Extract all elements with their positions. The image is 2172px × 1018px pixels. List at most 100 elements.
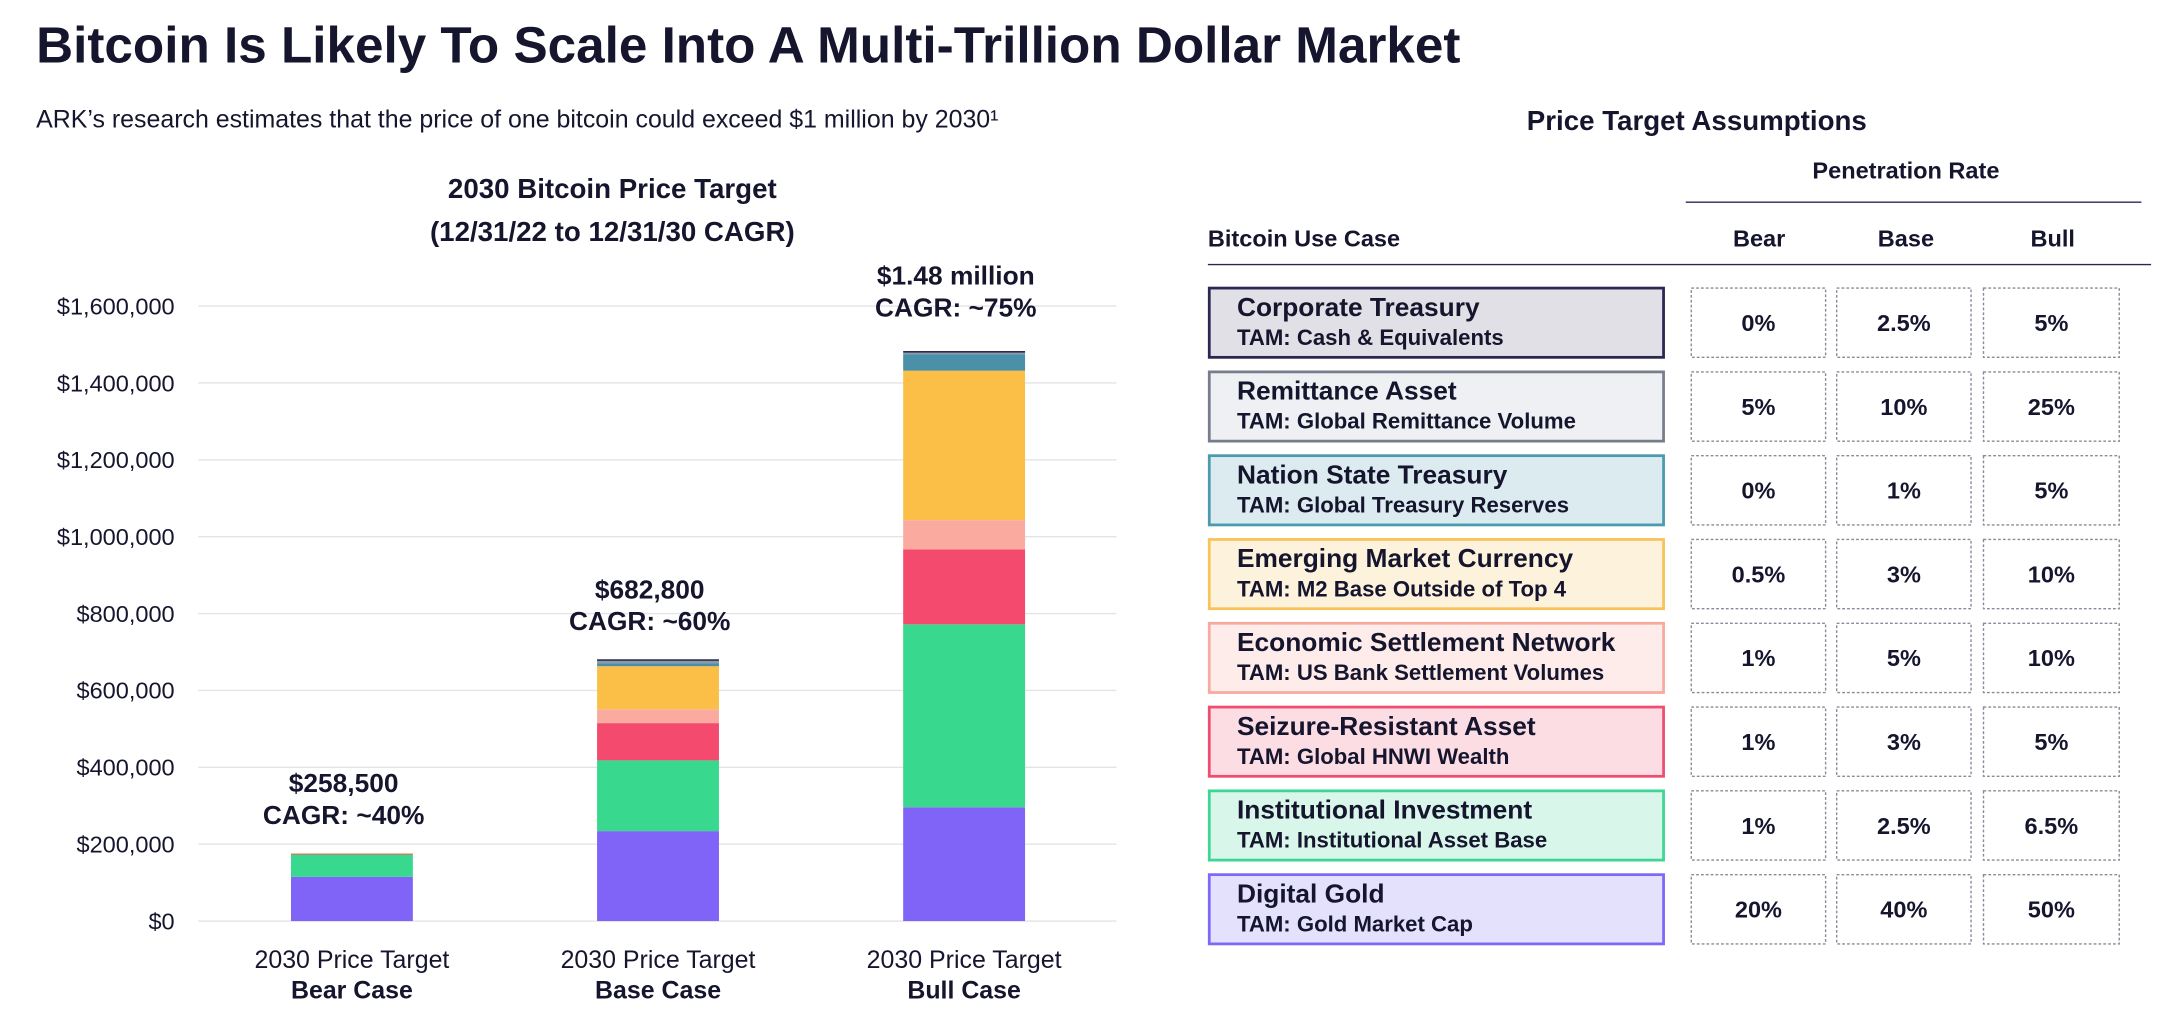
rate-value: 5% bbox=[1887, 645, 1921, 671]
bar-segment bbox=[597, 659, 719, 661]
bar-segment bbox=[290, 876, 413, 922]
rate-cell bbox=[1982, 706, 2120, 778]
rate-cell bbox=[1835, 790, 1972, 861]
use-case-name: Emerging Market Currency bbox=[1237, 543, 1573, 573]
bar-segment bbox=[290, 854, 413, 877]
bar-segment bbox=[903, 370, 1026, 521]
rate-cell bbox=[1982, 287, 2120, 359]
rate-value: 2.5% bbox=[1877, 310, 1931, 336]
rate-cell bbox=[1982, 873, 2120, 945]
rate-cell bbox=[1982, 622, 2120, 694]
use-case-tam: TAM: M2 Base Outside of Top 4 bbox=[1237, 576, 1567, 601]
use-case-tam: TAM: Global Remittance Volume bbox=[1237, 409, 1576, 434]
bar-segment bbox=[903, 549, 1026, 625]
rate-value: 3% bbox=[1887, 729, 1921, 755]
use-case-name: Corporate Treasury bbox=[1237, 292, 1480, 322]
rate-cell bbox=[1982, 790, 2120, 861]
bar-segment bbox=[903, 624, 1026, 808]
y-tick-label: $600,000 bbox=[76, 678, 174, 704]
use-case-name: Economic Settlement Network bbox=[1237, 627, 1616, 657]
rate-value: 10% bbox=[2028, 561, 2075, 587]
rate-value: 5% bbox=[1741, 394, 1775, 420]
column-header: Bull bbox=[2031, 226, 2075, 252]
chart-title: 2030 Bitcoin Price Target bbox=[448, 173, 777, 204]
y-tick-label: $800,000 bbox=[76, 601, 174, 627]
rate-value: 0.5% bbox=[1732, 561, 1786, 587]
rate-cell bbox=[1835, 622, 1972, 694]
page-subtitle: ARK’s research estimates that the price … bbox=[36, 105, 998, 133]
bar-segment bbox=[597, 660, 719, 664]
rate-cell bbox=[1835, 287, 1972, 359]
rate-value: 1% bbox=[1741, 729, 1775, 755]
bar-segment bbox=[903, 807, 1026, 922]
x-tick-prefix: 2030 Price Target bbox=[561, 946, 756, 974]
bar-segment bbox=[597, 723, 719, 761]
cagr-label: CAGR: ~40% bbox=[263, 800, 424, 830]
rate-cell bbox=[1690, 538, 1827, 610]
bar-segment bbox=[903, 354, 1026, 371]
use-case-box bbox=[1207, 789, 1665, 862]
bar-segment bbox=[903, 352, 1026, 355]
use-case-tam: TAM: Global HNWI Wealth bbox=[1237, 744, 1509, 769]
y-tick-label: $1,400,000 bbox=[57, 370, 175, 396]
total-label: $682,800 bbox=[595, 574, 705, 604]
bar-segment bbox=[597, 831, 719, 922]
rate-cell bbox=[1835, 873, 1972, 945]
use-case-box bbox=[1207, 538, 1665, 611]
rate-cell bbox=[1690, 622, 1827, 694]
table-title: Price Target Assumptions bbox=[1527, 105, 1867, 136]
x-tick-prefix: 2030 Price Target bbox=[867, 946, 1062, 974]
use-case-box bbox=[1207, 873, 1665, 946]
chart-subtitle: (12/31/22 to 12/31/30 CAGR) bbox=[430, 216, 795, 247]
bar-segment bbox=[290, 853, 413, 855]
x-tick-label: Bear Case bbox=[291, 977, 413, 1005]
bar-segment bbox=[597, 709, 719, 724]
rate-value: 3% bbox=[1887, 561, 1921, 587]
rate-cell bbox=[1982, 538, 2120, 610]
rate-value: 1% bbox=[1887, 478, 1921, 504]
y-tick-label: $0 bbox=[148, 908, 174, 934]
rate-value: 10% bbox=[2028, 645, 2075, 671]
rate-value: 0% bbox=[1741, 478, 1775, 504]
rate-value: 6.5% bbox=[2025, 813, 2079, 839]
y-tick-label: $1,200,000 bbox=[57, 447, 175, 473]
group-header: Penetration Rate bbox=[1812, 158, 1999, 184]
y-tick-label: $1,600,000 bbox=[57, 293, 175, 319]
rate-value: 0% bbox=[1741, 310, 1775, 336]
use-case-tam: TAM: Gold Market Cap bbox=[1237, 911, 1473, 936]
use-case-box bbox=[1207, 454, 1665, 527]
total-label: $258,500 bbox=[289, 768, 399, 798]
rate-value: 50% bbox=[2028, 897, 2075, 923]
use-case-tam: TAM: Global Treasury Reserves bbox=[1237, 492, 1569, 517]
x-tick-label: Base Case bbox=[595, 977, 721, 1005]
bar-segment bbox=[597, 760, 719, 832]
y-tick-label: $200,000 bbox=[76, 831, 174, 857]
use-case-name: Digital Gold bbox=[1237, 878, 1385, 908]
use-case-box bbox=[1207, 370, 1665, 443]
rate-cell bbox=[1690, 287, 1827, 359]
use-case-name: Nation State Treasury bbox=[1237, 459, 1508, 489]
y-tick-label: $1,000,000 bbox=[57, 524, 175, 550]
rate-cell bbox=[1835, 538, 1972, 610]
use-case-tam: TAM: US Bank Settlement Volumes bbox=[1237, 660, 1604, 685]
bar-segment bbox=[903, 351, 1026, 353]
rate-value: 5% bbox=[2034, 310, 2068, 336]
cagr-label: CAGR: ~75% bbox=[875, 292, 1036, 322]
use-case-tam: TAM: Institutional Asset Base bbox=[1237, 828, 1547, 853]
rate-cell bbox=[1690, 371, 1827, 442]
bar-segment bbox=[597, 666, 719, 710]
rate-cell bbox=[1835, 706, 1972, 778]
rate-value: 25% bbox=[2028, 394, 2075, 420]
rate-value: 5% bbox=[2034, 729, 2068, 755]
use-case-box bbox=[1207, 621, 1665, 694]
column-header: Bitcoin Use Case bbox=[1208, 226, 1400, 252]
rate-cell bbox=[1690, 454, 1827, 526]
rate-value: 2.5% bbox=[1877, 813, 1931, 839]
rate-cell bbox=[1982, 454, 2120, 526]
y-tick-label: $400,000 bbox=[76, 755, 174, 781]
rate-value: 5% bbox=[2034, 478, 2068, 504]
rate-cell bbox=[1690, 706, 1827, 778]
bar-segment bbox=[597, 663, 719, 667]
